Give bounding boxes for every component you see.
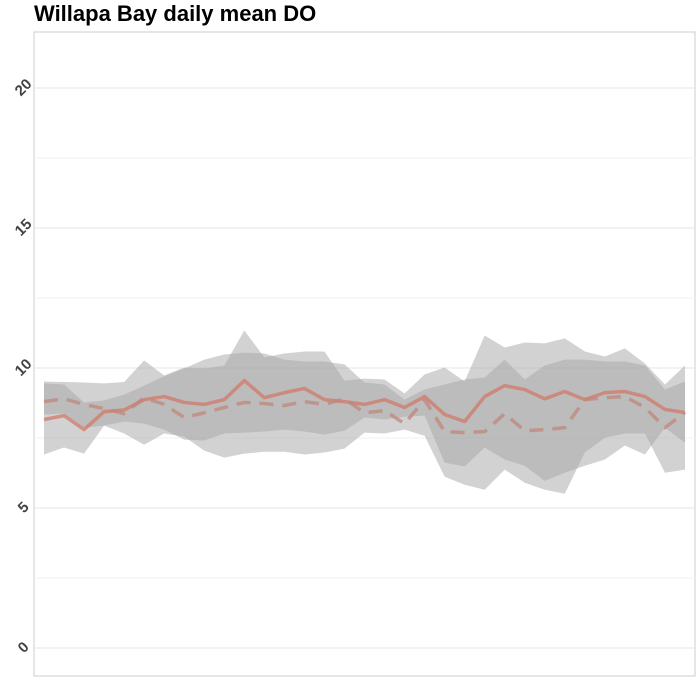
plot-border bbox=[33, 31, 696, 677]
y-tick-label: 20 bbox=[12, 76, 36, 100]
chart-title: Willapa Bay daily mean DO bbox=[34, 1, 316, 26]
range-band bbox=[44, 352, 685, 481]
y-tick-label: 5 bbox=[15, 499, 33, 517]
y-tick-label: 10 bbox=[12, 356, 36, 380]
series-line bbox=[43, 378, 686, 432]
y-tick-label: 15 bbox=[12, 216, 36, 240]
series-line bbox=[43, 394, 687, 435]
y-tick-label: 0 bbox=[15, 639, 33, 657]
